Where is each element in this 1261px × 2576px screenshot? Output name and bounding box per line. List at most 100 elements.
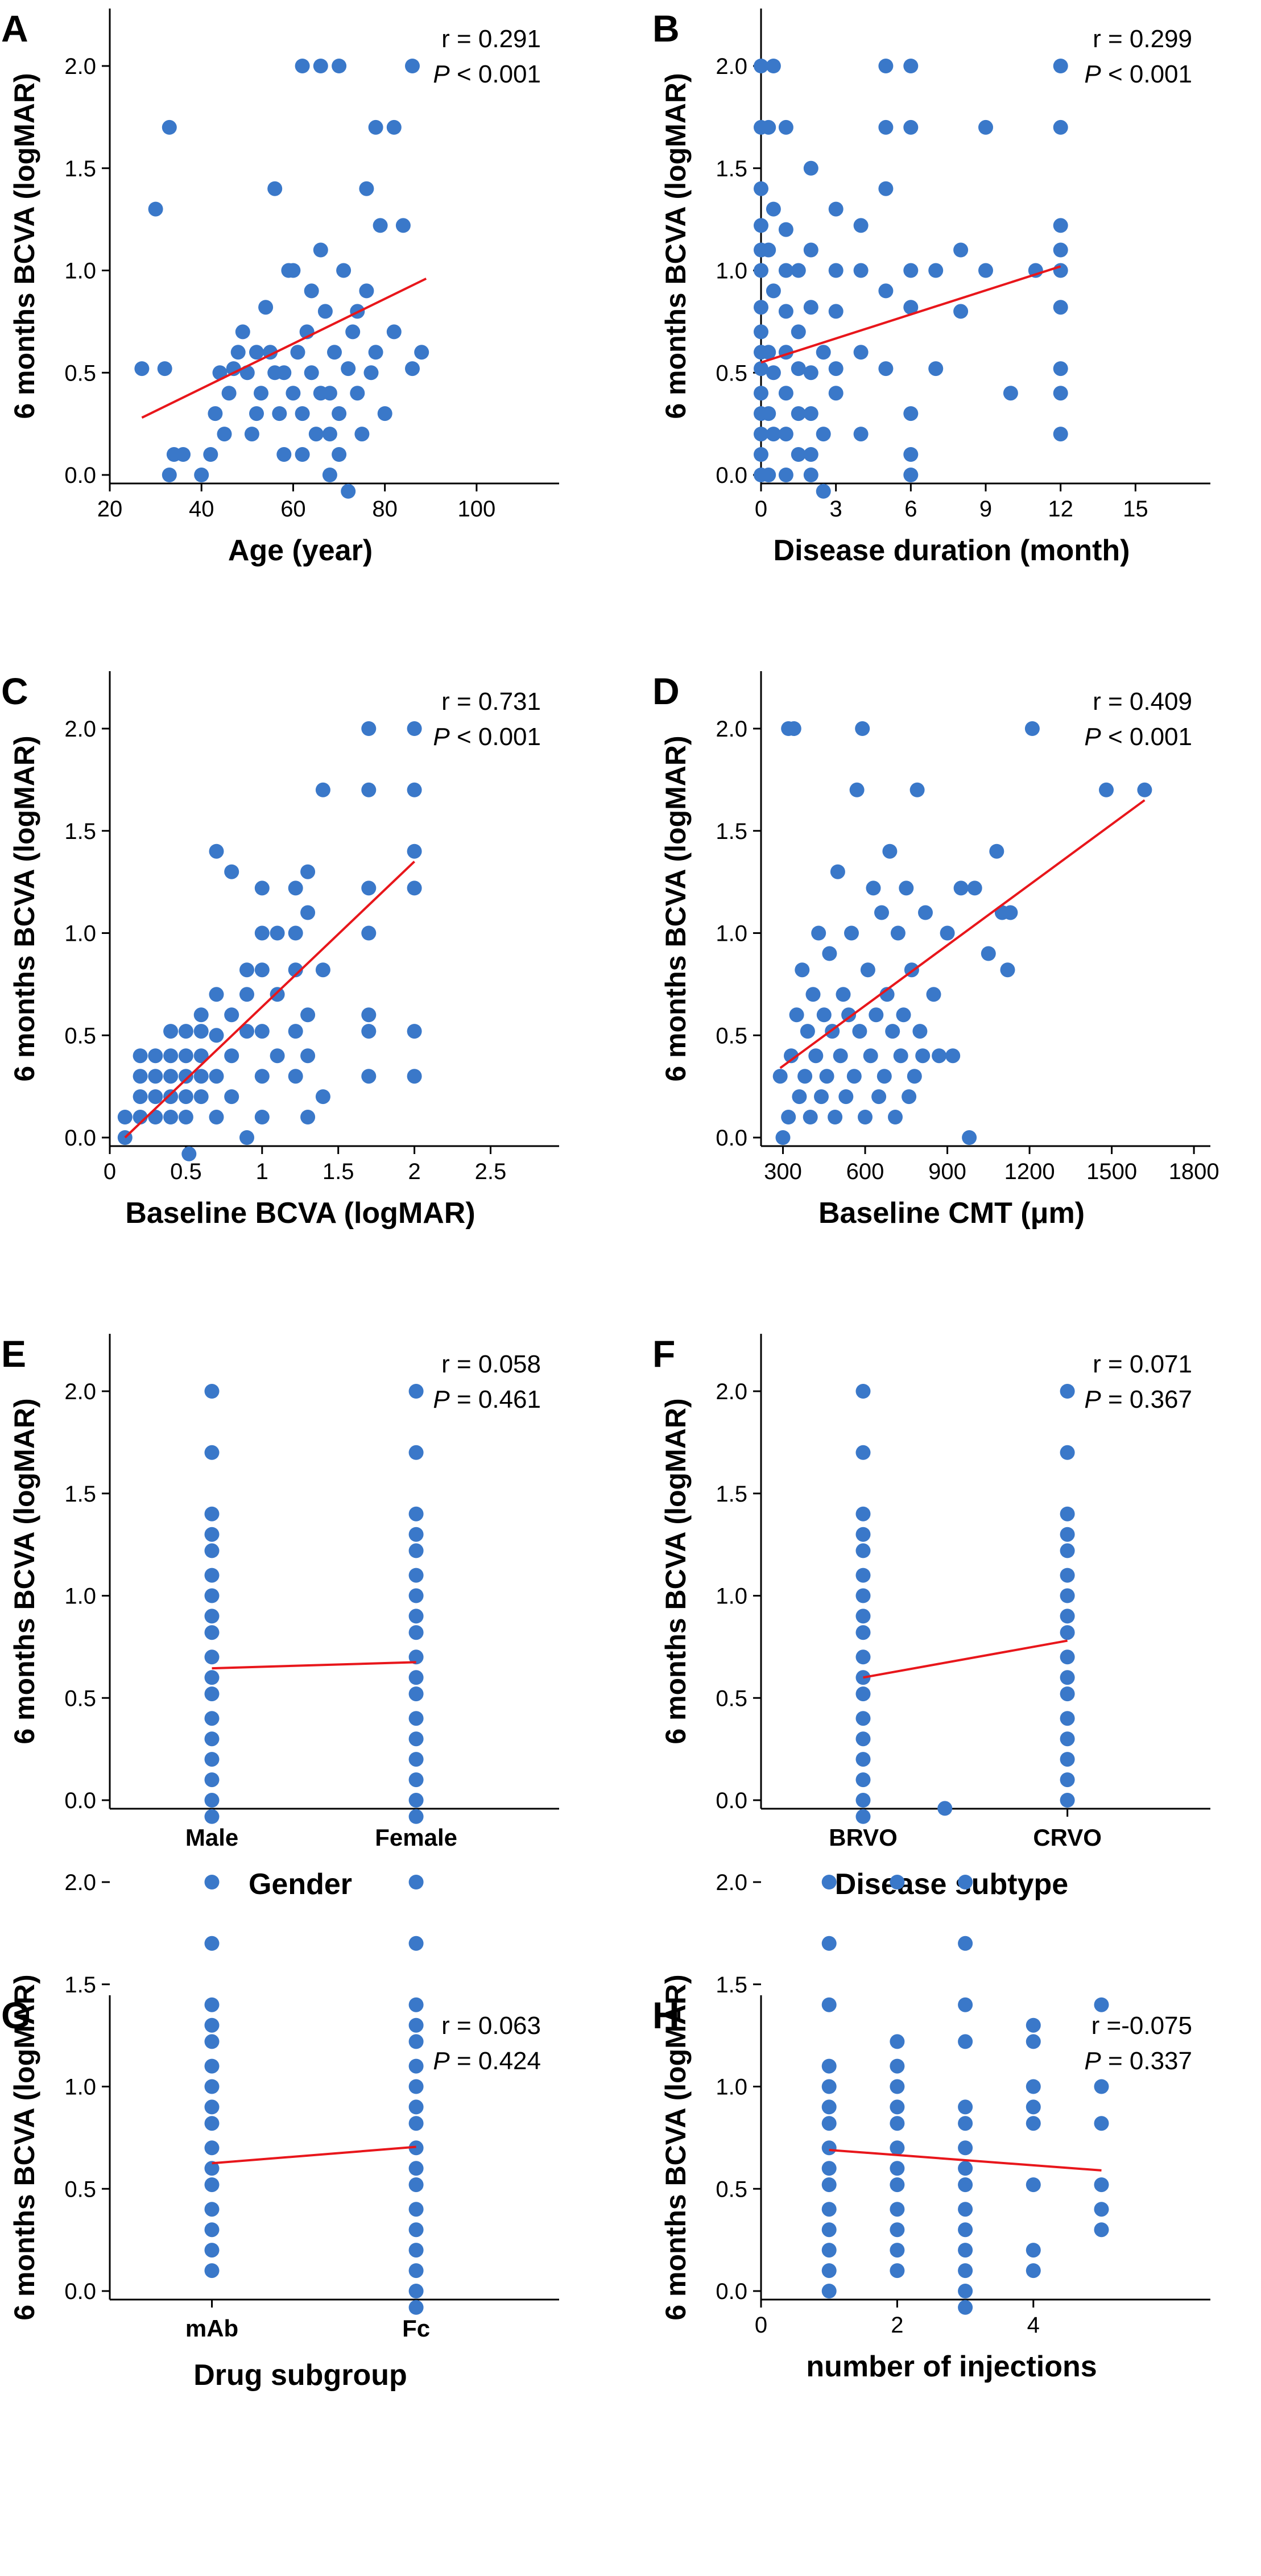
- panel-b-point: [791, 263, 806, 278]
- panel-a-point: [359, 283, 374, 299]
- panel-c-point: [270, 987, 285, 1002]
- panel-f-point: [855, 1568, 871, 1583]
- panel-h-point: [1026, 2017, 1041, 2033]
- panel-b-point: [791, 324, 806, 340]
- panel-g-point: [204, 2202, 220, 2217]
- panel-f-point: [1060, 1588, 1075, 1603]
- panel-h-point: [821, 2161, 837, 2176]
- panel-b-point: [778, 222, 793, 237]
- panel-e-point: [408, 1711, 424, 1726]
- panel-g-point: [408, 2222, 424, 2238]
- panel-c-point: [224, 1007, 239, 1023]
- panel-b-point: [754, 263, 768, 278]
- panel-h-point: [890, 2263, 905, 2279]
- panel-e-point: [408, 1686, 424, 1702]
- panel-c-point: [300, 1048, 316, 1064]
- panel-b-point: [803, 365, 818, 381]
- panel-g-point: [408, 1875, 424, 1889]
- panel-b-point: [754, 447, 768, 462]
- panel-a-point: [341, 483, 356, 499]
- panel-f-point: [855, 1670, 871, 1685]
- panel-e-point: [204, 1649, 220, 1665]
- panel-a-x-tick-label: 80: [372, 497, 398, 522]
- panel-b-point: [766, 201, 781, 217]
- panel-h-y-tick-label: 1.5: [716, 1973, 747, 1998]
- panel-h-p-symbol: P: [1084, 2047, 1101, 2075]
- panel-c-y-tick-label: 0.0: [64, 1126, 96, 1151]
- panel-a-y-tick-label: 2.0: [64, 54, 96, 79]
- panel-f-y-tick-label: 0.5: [716, 1686, 747, 1711]
- panel-a-point: [286, 386, 301, 401]
- panel-b-x-tick-label: 9: [979, 497, 992, 522]
- panel-c-point: [148, 1069, 163, 1084]
- panel-c-fit-line: [124, 861, 415, 1139]
- panel-b-point: [928, 263, 944, 278]
- panel-f-x-label: Disease subtype: [835, 1868, 1068, 1901]
- panel-f-point: [1060, 1793, 1075, 1808]
- panel-a-point: [304, 365, 319, 381]
- panel-b-fit-line: [760, 265, 1061, 364]
- panel-h-point: [821, 1997, 837, 2012]
- panel-d-point: [822, 946, 837, 961]
- panel-b-x-tick-label: 15: [1123, 497, 1148, 522]
- panel-h-y-tick-label: 2.0: [716, 1870, 747, 1895]
- panel-d-point: [816, 1007, 832, 1023]
- panel-a-point: [304, 283, 319, 299]
- panel-f-r-value: r = 0.071: [1093, 1350, 1192, 1378]
- panel-a-point: [212, 365, 228, 381]
- panel-b-p-value: P < 0.001: [1084, 60, 1192, 88]
- panel-d-point: [811, 925, 826, 941]
- panel-e-p-value: P = 0.461: [433, 1386, 541, 1413]
- panel-b-x-tick-label: 0: [755, 497, 767, 522]
- panel-c-point: [361, 1024, 377, 1039]
- panel-g-point: [204, 2116, 220, 2131]
- panel-c-point: [178, 1110, 193, 1124]
- panel-b-point: [1053, 300, 1068, 315]
- panel-d-point: [989, 843, 1004, 859]
- panel-a: A 0.0 0.5 1.0 1.5 2.0 20 40 60 80 100 6 months BCVA…: [1, 7, 559, 567]
- panel-h-point: [1094, 2177, 1109, 2193]
- panel-a-point: [313, 59, 328, 73]
- panel-e-point: [204, 1731, 220, 1747]
- panel-d-point: [909, 782, 925, 797]
- panel-c-point: [181, 1146, 197, 1161]
- panel-g-y-tick-label: 1.0: [64, 2075, 96, 2100]
- panel-c-point: [178, 1048, 193, 1064]
- panel-e-point: [408, 1793, 424, 1808]
- panel-g-point: [204, 2058, 220, 2074]
- panel-c-y-tick-label: 1.5: [64, 819, 96, 844]
- panel-b-point: [953, 242, 969, 258]
- panel-g-category-label: mAb: [185, 2315, 238, 2342]
- panel-e-point: [408, 1772, 424, 1788]
- panel-f-point: [1060, 1543, 1075, 1558]
- panel-e-x-label: Gender: [249, 1868, 352, 1901]
- panel-e-point: [408, 1731, 424, 1747]
- panel-h-point: [890, 2177, 905, 2193]
- panel-a-x-tick-label: 40: [189, 497, 214, 522]
- panel-a-point: [217, 427, 232, 442]
- panel-e-point: [204, 1384, 220, 1399]
- panel-a-point: [176, 447, 191, 462]
- panel-b-r-value: r = 0.299: [1093, 25, 1192, 53]
- panel-h-x-label: number of injections: [806, 2350, 1097, 2383]
- panel-f-y-tick-label: 2.0: [716, 1379, 747, 1404]
- panel-a-r-value: r = 0.291: [441, 25, 541, 53]
- panel-h-point: [1026, 2177, 1041, 2193]
- panel-b-point: [778, 119, 793, 135]
- panel-c-point: [224, 1089, 239, 1105]
- panel-c-point: [254, 1110, 270, 1124]
- panel-f-fit-line: [863, 1639, 1068, 1679]
- panel-h-point: [821, 1875, 837, 1889]
- panel-g-r-value: r = 0.063: [441, 2012, 541, 2040]
- panel-a-point: [203, 447, 218, 462]
- panel-e-point: [204, 1670, 220, 1685]
- panel-c: C 0.0 0.5 1.0 1.5 2.0 0 0.5 1 1.5 2 2.5 6 months BCV…: [1, 670, 559, 1230]
- panel-d-point: [781, 1110, 796, 1124]
- panel-d-point: [1003, 905, 1018, 920]
- panel-h-x-tick-label: 4: [1027, 2313, 1040, 2338]
- panel-b-point: [766, 365, 781, 381]
- panel-g-point: [408, 2017, 424, 2033]
- panel-a-point: [405, 59, 420, 73]
- panel-f-point: [1060, 1686, 1075, 1702]
- panel-f-p-value: P = 0.367: [1084, 1386, 1192, 1413]
